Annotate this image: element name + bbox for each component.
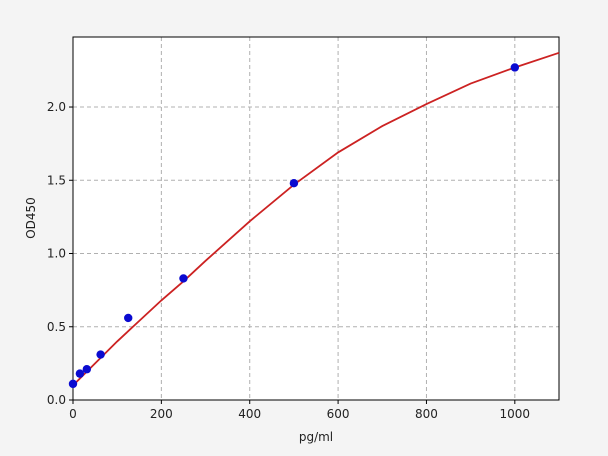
plot-area [73, 37, 559, 400]
data-point [289, 178, 299, 188]
y-tick-label: 1.0 [47, 247, 66, 261]
y-tick-label: 1.5 [47, 173, 66, 187]
x-tick-label: 600 [327, 407, 350, 421]
data-point [124, 313, 133, 323]
data-point [96, 350, 105, 359]
plot-frame [72, 36, 560, 401]
data-point [82, 365, 92, 374]
x-tick-label: 0 [69, 407, 77, 421]
y-axis-label: OD450 [24, 197, 38, 239]
x-tick-label: 800 [415, 407, 438, 421]
x-tick-label: 200 [150, 407, 173, 421]
data-point [75, 369, 85, 378]
x-tick-label: 1000 [500, 407, 531, 421]
data-point [179, 274, 188, 283]
y-tick-label: 0.0 [47, 393, 66, 407]
data-point [510, 63, 520, 72]
y-tick-label: 0.5 [47, 320, 66, 334]
x-tick-label: 400 [238, 407, 261, 421]
data-point [68, 379, 78, 389]
x-axis-label: pg/ml [299, 430, 333, 444]
y-tick-label: 2.0 [47, 100, 66, 114]
fit-curve [72, 51, 560, 386]
